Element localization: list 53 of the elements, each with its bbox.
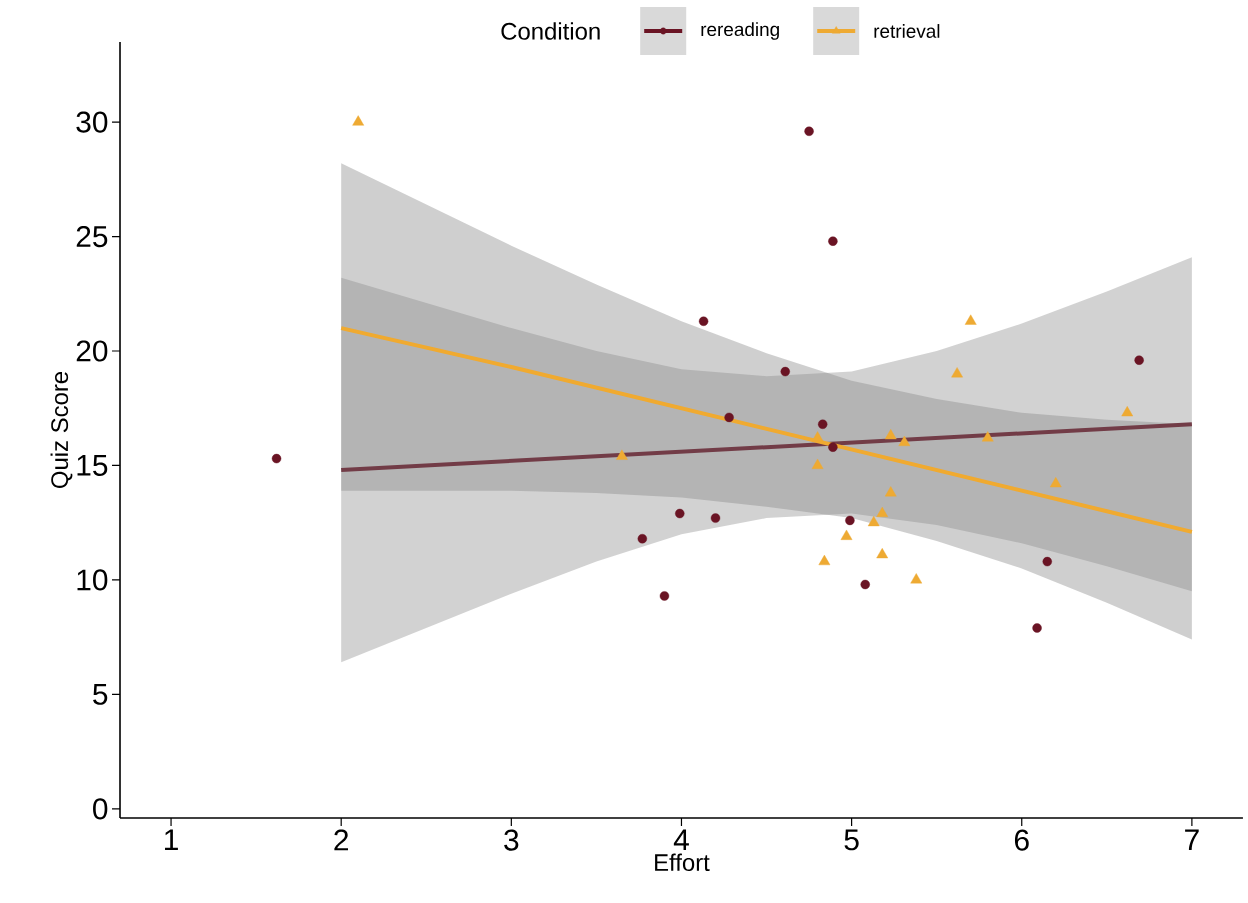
point <box>271 453 282 464</box>
point <box>964 314 977 325</box>
point <box>951 367 963 378</box>
point <box>884 429 897 440</box>
x-tick-label: 1 <box>165 829 178 851</box>
point <box>804 126 814 136</box>
x-tick-label: 2 <box>334 829 348 851</box>
x-tick-label: 4 <box>673 829 689 851</box>
point <box>910 573 923 584</box>
point <box>828 442 838 452</box>
point <box>860 579 870 590</box>
x-tick-label: 3 <box>504 829 519 851</box>
legend-label: retrieval <box>874 24 940 38</box>
point <box>898 435 911 447</box>
y-axis-title: Quiz Score <box>50 371 73 488</box>
point <box>817 419 828 429</box>
point <box>1134 355 1144 365</box>
point <box>981 431 994 442</box>
x-axis-title: Effort <box>655 853 710 872</box>
legend-title: Condition <box>501 22 600 40</box>
y-tick-label: 5 <box>93 683 108 705</box>
point <box>698 316 709 326</box>
point <box>675 508 685 519</box>
x-tick-label: 5 <box>844 829 859 851</box>
point <box>1042 556 1052 567</box>
y-tick-label: 10 <box>77 569 108 591</box>
point <box>780 366 790 377</box>
y-tick-label: 30 <box>76 111 108 133</box>
point <box>867 515 880 527</box>
point <box>811 458 824 469</box>
point <box>1032 623 1042 633</box>
point <box>352 115 365 126</box>
point <box>616 449 628 460</box>
y-tick-label: 20 <box>76 340 108 362</box>
point <box>637 534 648 544</box>
point <box>659 591 670 601</box>
y-tick-label: 25 <box>76 225 108 248</box>
legend-label: rereading <box>701 22 779 40</box>
point <box>828 236 838 246</box>
y-tick-label: 15 <box>77 455 108 476</box>
point <box>845 515 855 526</box>
point <box>840 529 853 540</box>
point <box>876 548 889 559</box>
point <box>818 554 831 566</box>
x-tick-label: 6 <box>1014 829 1029 851</box>
point <box>884 486 897 497</box>
y-tick-label: 0 <box>93 798 108 820</box>
point <box>1049 477 1062 488</box>
point <box>710 513 721 523</box>
point <box>724 412 734 423</box>
point <box>1121 406 1134 417</box>
x-tick-label: 7 <box>1185 829 1199 851</box>
point <box>876 506 889 517</box>
